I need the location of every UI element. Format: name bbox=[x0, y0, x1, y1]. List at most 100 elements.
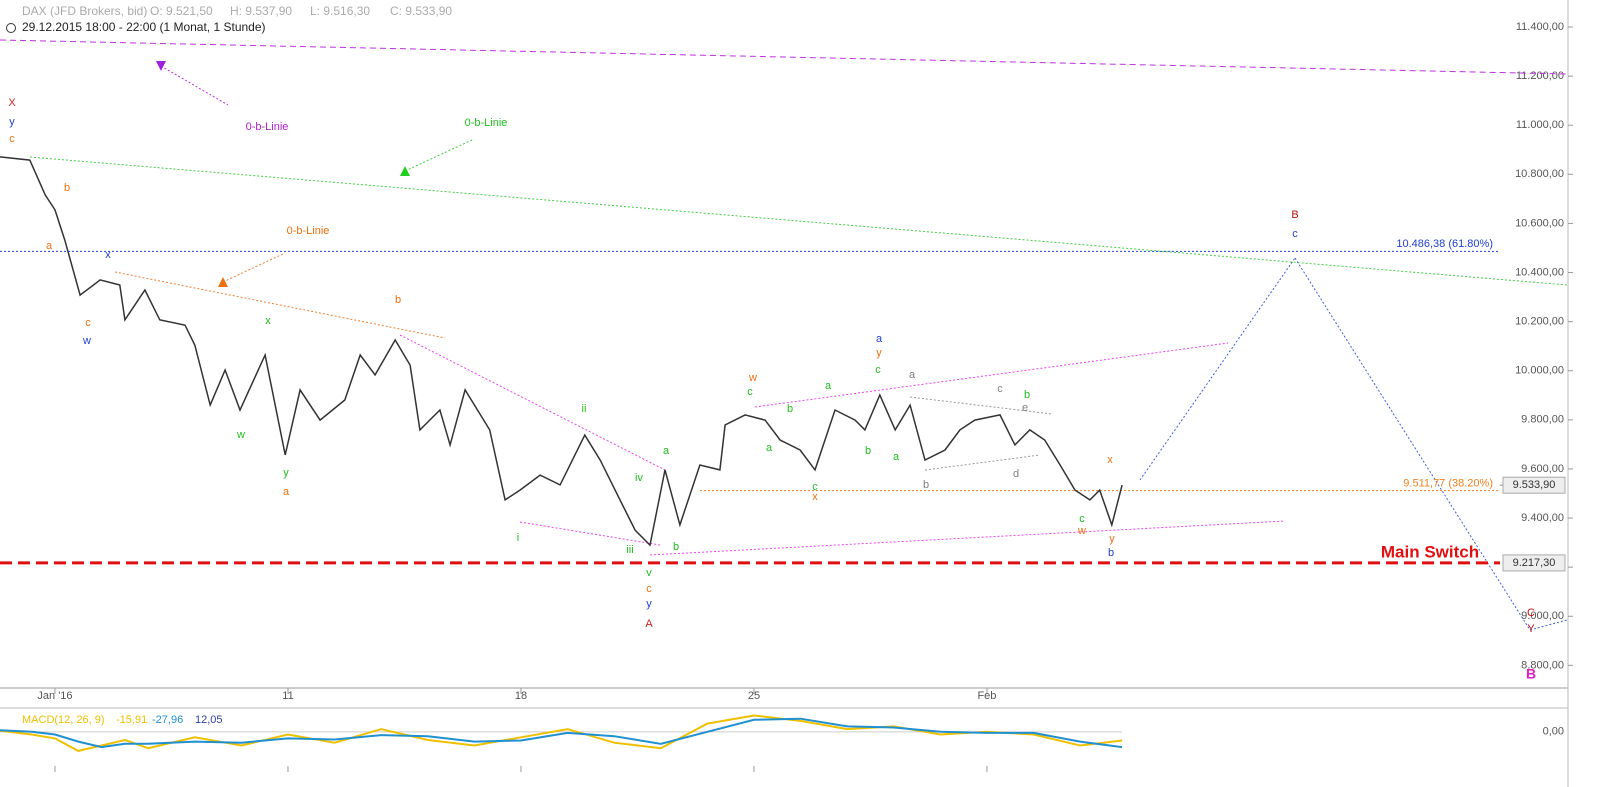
y-tick-label: 9.400,00 bbox=[1521, 512, 1564, 524]
wave-label: C bbox=[1527, 607, 1535, 619]
y-tick-label: 10.600,00 bbox=[1515, 217, 1564, 229]
trend-line bbox=[29, 156, 1568, 286]
price-line bbox=[0, 717, 1123, 749]
price-box bbox=[1502, 476, 1566, 494]
wave-label: v bbox=[646, 567, 652, 579]
wave-label: y bbox=[283, 467, 289, 479]
trend-line bbox=[114, 271, 446, 339]
trend-line bbox=[404, 139, 473, 172]
wave-label: w bbox=[236, 429, 245, 441]
wave-label: a bbox=[46, 240, 53, 252]
y-tick-label: 9.000,00 bbox=[1521, 610, 1564, 622]
wave-label: y bbox=[646, 598, 652, 610]
price-label: 9.217,30 bbox=[1513, 557, 1556, 569]
wave-label: Y bbox=[1527, 623, 1535, 635]
wave-label: b bbox=[673, 541, 679, 553]
y-tick-label: 11.400,00 bbox=[1516, 21, 1564, 33]
trend-line bbox=[1139, 257, 1296, 481]
trend-line bbox=[399, 334, 666, 471]
wave-label: c bbox=[997, 383, 1003, 395]
wave-label: x bbox=[812, 491, 818, 503]
wave-label: 0-b-Linie bbox=[287, 225, 330, 237]
wave-label: b bbox=[1024, 389, 1030, 401]
wave-label: x bbox=[265, 315, 271, 327]
wave-label: x bbox=[1107, 454, 1113, 466]
arrow-head bbox=[156, 61, 166, 71]
trend-line bbox=[924, 454, 1041, 471]
wave-label: x bbox=[105, 249, 111, 261]
wave-label: b bbox=[865, 445, 871, 457]
wave-label: ii bbox=[582, 403, 587, 415]
wave-label: w bbox=[1077, 525, 1086, 537]
x-tick-label: 18 bbox=[515, 690, 527, 702]
wave-label: c bbox=[875, 364, 881, 376]
instrument-title: DAX (JFD Brokers, bid) bbox=[22, 4, 147, 18]
wave-label: c bbox=[1292, 228, 1298, 240]
macd-label: MACD(12, 26, 9) bbox=[22, 714, 105, 726]
wave-label: w bbox=[748, 372, 757, 384]
wave-label: a bbox=[876, 333, 883, 345]
trend-line bbox=[649, 520, 1286, 556]
wave-label: e bbox=[1022, 402, 1028, 414]
y-tick-label: 10.400,00 bbox=[1515, 266, 1564, 278]
x-tick-label: Jan '16 bbox=[37, 690, 72, 702]
subtitle: 29.12.2015 18:00 - 22:00 (1 Monat, 1 Stu… bbox=[22, 20, 266, 34]
price-line bbox=[0, 156, 1123, 547]
wave-label: a bbox=[893, 451, 900, 463]
macd-reading: -27,96 bbox=[152, 714, 183, 726]
price-label: 9.533,90 bbox=[1513, 479, 1556, 491]
wave-label: d bbox=[1013, 468, 1019, 480]
wave-label: i bbox=[517, 532, 519, 544]
x-tick-label: 11 bbox=[282, 690, 293, 702]
wave-label: a bbox=[663, 445, 670, 457]
wave-label: b bbox=[1108, 547, 1114, 559]
wave-label: b bbox=[923, 479, 929, 491]
trend-line bbox=[222, 252, 286, 283]
wave-label: y bbox=[1109, 533, 1115, 545]
trend-line bbox=[754, 342, 1229, 408]
y-tick-label: 10.200,00 bbox=[1515, 316, 1564, 328]
wave-label: 0-b-Linie bbox=[465, 117, 508, 129]
wave-label: a bbox=[909, 369, 916, 381]
wave-label: b bbox=[395, 294, 401, 306]
clock-icon bbox=[6, 23, 16, 33]
wave-label: c bbox=[9, 133, 15, 145]
wave-label: c bbox=[812, 481, 818, 493]
level-label: 10.486,38 (61.80%) bbox=[1396, 238, 1493, 250]
y-tick-label: 10.000,00 bbox=[1515, 365, 1564, 377]
trend-line bbox=[1294, 257, 1531, 631]
ohlc-high: H: 9.537,90 bbox=[230, 4, 292, 18]
arrow-head bbox=[400, 166, 410, 176]
ohlc-low: L: 9.516,30 bbox=[310, 4, 370, 18]
y-tick-label: 9.600,00 bbox=[1521, 463, 1564, 475]
y-tick-label: 0,00 bbox=[1543, 726, 1564, 738]
y-tick-label: 11.000,00 bbox=[1516, 119, 1564, 131]
wave-label: c bbox=[1079, 513, 1085, 525]
wave-label: a bbox=[825, 380, 832, 392]
wave-label: Main Switch bbox=[1381, 542, 1479, 561]
wave-label: a bbox=[766, 442, 773, 454]
arrow-head bbox=[218, 277, 228, 287]
wave-label: c bbox=[646, 583, 652, 595]
wave-label: A bbox=[645, 618, 653, 630]
trend-line bbox=[0, 39, 1568, 75]
ohlc-open: O: 9.521,50 bbox=[150, 4, 213, 18]
wave-label: iii bbox=[626, 544, 633, 556]
x-tick-label: 25 bbox=[748, 690, 760, 702]
y-tick-label: 10.800,00 bbox=[1515, 168, 1564, 180]
trend-line bbox=[160, 65, 229, 106]
wave-label: y bbox=[9, 116, 15, 128]
y-tick-label: 8.800,00 bbox=[1521, 659, 1564, 671]
wave-label: c bbox=[747, 386, 753, 398]
wave-label: iv bbox=[635, 472, 643, 484]
macd-reading: 12,05 bbox=[195, 714, 223, 726]
x-tick-label: Feb bbox=[977, 690, 996, 702]
wave-label: B bbox=[1526, 666, 1536, 682]
wave-label: y bbox=[876, 347, 882, 359]
wave-label: b bbox=[787, 403, 793, 415]
level-label: 9.511,77 (38.20%) bbox=[1403, 478, 1493, 490]
macd-reading: -15,91 bbox=[116, 714, 147, 726]
wave-label: X bbox=[8, 97, 16, 109]
